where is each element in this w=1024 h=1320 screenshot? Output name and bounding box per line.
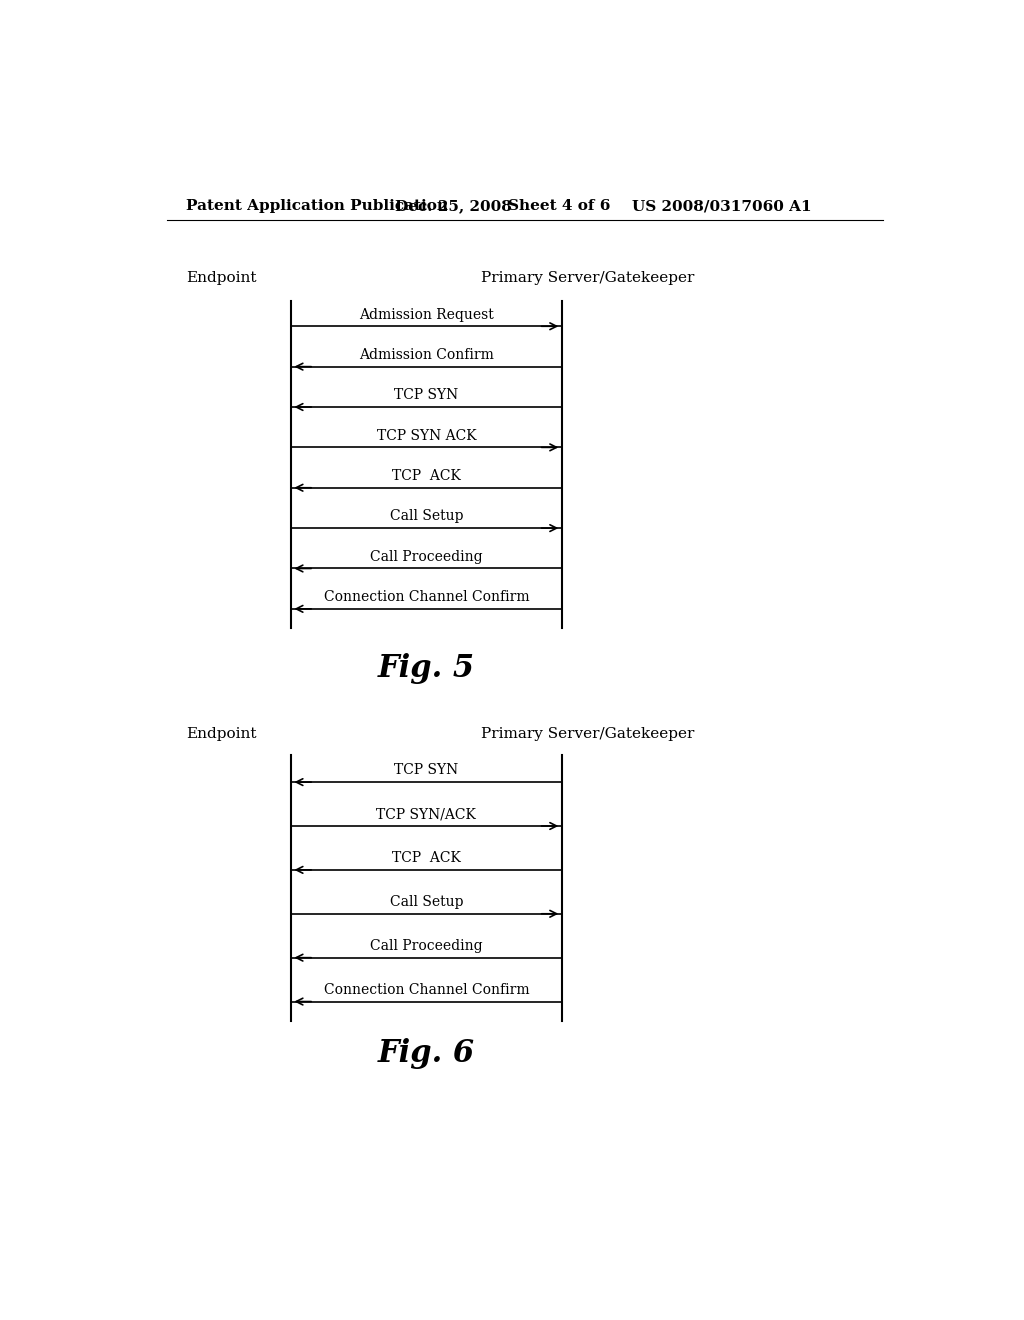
Text: Call Setup: Call Setup <box>389 510 463 524</box>
Text: TCP  ACK: TCP ACK <box>392 469 461 483</box>
Text: TCP SYN: TCP SYN <box>394 763 459 777</box>
Text: Connection Channel Confirm: Connection Channel Confirm <box>324 590 529 605</box>
Text: Endpoint: Endpoint <box>186 726 257 741</box>
Text: Primary Server/Gatekeeper: Primary Server/Gatekeeper <box>480 726 694 741</box>
Text: Fig. 6: Fig. 6 <box>378 1038 475 1069</box>
Text: Sheet 4 of 6: Sheet 4 of 6 <box>508 199 610 213</box>
Text: Dec. 25, 2008: Dec. 25, 2008 <box>395 199 512 213</box>
Text: Admission Request: Admission Request <box>359 308 494 322</box>
Text: Call Setup: Call Setup <box>389 895 463 909</box>
Text: TCP SYN ACK: TCP SYN ACK <box>377 429 476 442</box>
Text: Connection Channel Confirm: Connection Channel Confirm <box>324 983 529 997</box>
Text: Fig. 5: Fig. 5 <box>378 652 475 684</box>
Text: Admission Confirm: Admission Confirm <box>359 348 494 362</box>
Text: Patent Application Publication: Patent Application Publication <box>186 199 449 213</box>
Text: US 2008/0317060 A1: US 2008/0317060 A1 <box>632 199 811 213</box>
Text: TCP  ACK: TCP ACK <box>392 851 461 866</box>
Text: TCP SYN: TCP SYN <box>394 388 459 403</box>
Text: TCP SYN/ACK: TCP SYN/ACK <box>377 808 476 821</box>
Text: Endpoint: Endpoint <box>186 272 257 285</box>
Text: Primary Server/Gatekeeper: Primary Server/Gatekeeper <box>480 272 694 285</box>
Text: Call Proceeding: Call Proceeding <box>370 550 482 564</box>
Text: Call Proceeding: Call Proceeding <box>370 939 482 953</box>
